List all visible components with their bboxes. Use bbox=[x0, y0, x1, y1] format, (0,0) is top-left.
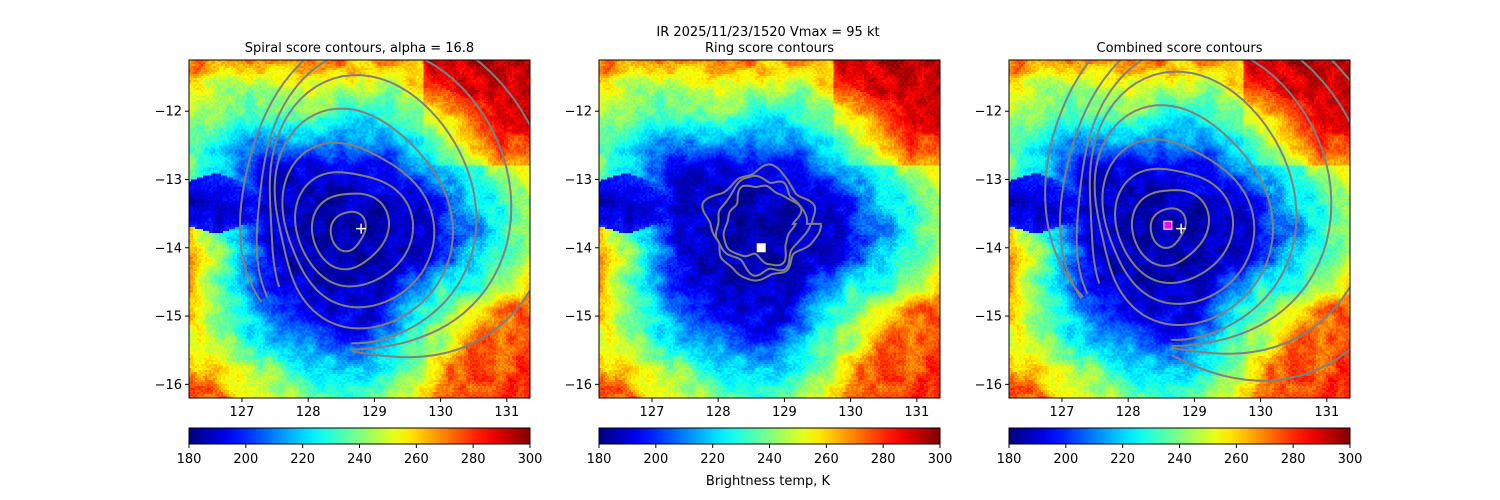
y-tick-label: −15 bbox=[155, 310, 182, 325]
x-tick-label: 129 bbox=[772, 405, 797, 420]
contour-line bbox=[722, 184, 803, 267]
colorbar-tick-label: 280 bbox=[1281, 452, 1306, 467]
x-tick-label: 127 bbox=[1050, 405, 1075, 420]
score-contours bbox=[701, 163, 822, 282]
contour-line bbox=[273, 107, 454, 330]
x-tick-label: 128 bbox=[296, 405, 321, 420]
y-tick-label: −15 bbox=[975, 310, 1002, 325]
y-tick-label: −12 bbox=[975, 105, 1002, 120]
colorbar-tick-label: 240 bbox=[347, 452, 372, 467]
colorbar-tick-label: 240 bbox=[1167, 452, 1192, 467]
contour-line bbox=[1149, 207, 1187, 249]
brightness-temp-field bbox=[599, 60, 940, 398]
center-square-marker bbox=[1163, 220, 1173, 230]
colorbar-tick-label: 280 bbox=[461, 452, 486, 467]
colorbar-tick-label: 240 bbox=[757, 452, 782, 467]
panel-3: Combined score contours 127 128 129 130 131 −1… bbox=[975, 41, 1363, 467]
x-tick-label: 131 bbox=[1314, 405, 1339, 420]
colorbar-tick-label: 200 bbox=[233, 452, 258, 467]
colorbar-tick-label: 180 bbox=[587, 452, 612, 467]
figure-suptitle: IR 2025/11/23/1520 Vmax = 95 kt bbox=[656, 25, 879, 40]
colorbar-tick-label: 260 bbox=[1224, 452, 1249, 467]
colorbar-label: Brightness temp, K bbox=[706, 474, 831, 489]
contour-line bbox=[281, 141, 436, 309]
colorbar bbox=[598, 427, 941, 445]
x-tick-label: 129 bbox=[362, 405, 387, 420]
y-tick-label: −12 bbox=[565, 105, 592, 120]
panel-2: Ring score contours 127 128 129 130 131 −12 −13… bbox=[565, 41, 953, 467]
contour-line bbox=[715, 174, 812, 277]
colorbar bbox=[1008, 427, 1351, 445]
center-square-marker bbox=[756, 243, 766, 253]
contour-line bbox=[1093, 104, 1274, 327]
x-tick-label: 128 bbox=[1116, 405, 1141, 420]
panel-title: Combined score contours bbox=[1097, 41, 1263, 56]
x-tick-label: 129 bbox=[1182, 405, 1207, 420]
contour-line bbox=[1130, 189, 1211, 267]
contour-line bbox=[293, 171, 415, 288]
score-contours bbox=[239, 60, 530, 359]
x-tick-label: 127 bbox=[230, 405, 255, 420]
colorbar-tick-label: 260 bbox=[814, 452, 839, 467]
colorbar-tick-label: 220 bbox=[290, 452, 315, 467]
colorbar-tick-label: 200 bbox=[1053, 452, 1078, 467]
colorbar-tick-label: 200 bbox=[643, 452, 668, 467]
center-plus-marker bbox=[356, 223, 367, 234]
y-tick-label: −13 bbox=[975, 173, 1002, 188]
axes-frame bbox=[598, 59, 941, 399]
colorbar-tick-label: 260 bbox=[404, 452, 429, 467]
y-tick-label: −14 bbox=[155, 241, 182, 256]
colorbar-tick-label: 280 bbox=[871, 452, 896, 467]
colorbar bbox=[188, 427, 531, 445]
y-tick-label: −13 bbox=[155, 173, 182, 188]
panel-title: Spiral score contours, alpha = 16.8 bbox=[245, 41, 474, 56]
x-tick-label: 131 bbox=[494, 405, 519, 420]
y-tick-label: −14 bbox=[975, 241, 1002, 256]
y-tick-label: −16 bbox=[565, 378, 592, 393]
contour-line bbox=[1088, 70, 1298, 341]
colorbar-tick-label: 180 bbox=[177, 452, 202, 467]
contour-line bbox=[1075, 60, 1333, 347]
colorbar-tick-label: 300 bbox=[928, 452, 953, 467]
x-tick-label: 130 bbox=[428, 405, 453, 420]
panel-1: Spiral score contours, alpha = 16.8 127 12… bbox=[155, 41, 543, 467]
x-tick-label: 131 bbox=[904, 405, 929, 420]
y-tick-label: −14 bbox=[565, 241, 592, 256]
panel-title: Ring score contours bbox=[705, 41, 834, 56]
y-tick-label: −12 bbox=[155, 105, 182, 120]
x-tick-label: 128 bbox=[706, 405, 731, 420]
colorbar-tick-label: 220 bbox=[1110, 452, 1135, 467]
contour-line bbox=[310, 192, 391, 271]
y-tick-label: −16 bbox=[155, 378, 182, 393]
colorbar-tick-label: 300 bbox=[1338, 452, 1363, 467]
center-plus-marker bbox=[1176, 223, 1187, 234]
axes-frame bbox=[1008, 59, 1351, 399]
y-tick-label: −13 bbox=[565, 173, 592, 188]
colorbar-tick-label: 180 bbox=[997, 452, 1022, 467]
contour-line bbox=[1044, 60, 1350, 382]
contour-line bbox=[329, 210, 367, 253]
x-tick-label: 130 bbox=[1248, 405, 1273, 420]
contour-line bbox=[239, 60, 530, 359]
contour-line bbox=[255, 60, 513, 351]
x-tick-label: 130 bbox=[838, 405, 863, 420]
axes-frame bbox=[188, 59, 531, 399]
contour-line bbox=[268, 74, 478, 345]
x-tick-label: 127 bbox=[640, 405, 665, 420]
y-tick-label: −15 bbox=[565, 310, 592, 325]
colorbar-tick-label: 300 bbox=[518, 452, 543, 467]
contour-line bbox=[1113, 167, 1235, 285]
score-contours bbox=[1044, 60, 1350, 382]
y-tick-label: −16 bbox=[975, 378, 1002, 393]
contour-line bbox=[1101, 138, 1256, 305]
contour-line bbox=[701, 163, 822, 282]
colorbar-tick-label: 220 bbox=[700, 452, 725, 467]
